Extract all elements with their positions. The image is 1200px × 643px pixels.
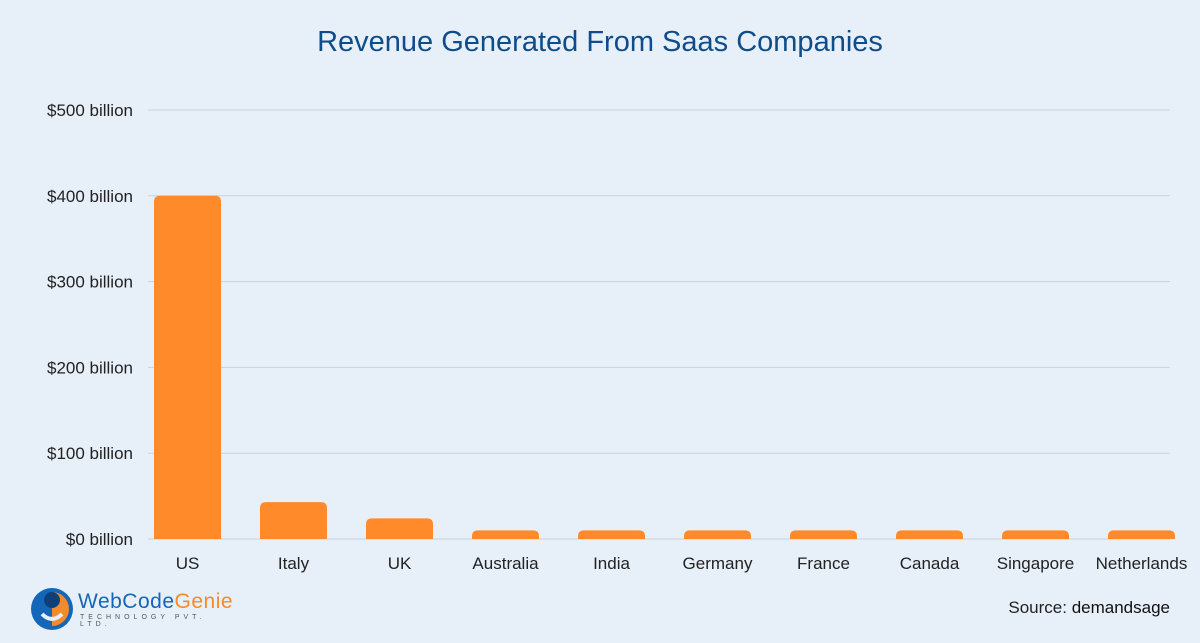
x-tick-label: UK bbox=[388, 554, 412, 573]
bar-australia bbox=[472, 530, 539, 539]
bar-us bbox=[154, 195, 221, 540]
y-tick-label: $200 billion bbox=[47, 358, 133, 377]
x-tick-label: Australia bbox=[472, 554, 539, 573]
y-tick-label: $300 billion bbox=[47, 273, 133, 292]
source-note: Source: demandsage bbox=[1008, 598, 1170, 618]
x-tick-label: Italy bbox=[278, 554, 310, 573]
bar-france bbox=[790, 530, 857, 539]
logo-tagline: TECHNOLOGY PVT. LTD. bbox=[80, 614, 206, 628]
bar-singapore bbox=[1002, 530, 1069, 539]
x-tick-label: Germany bbox=[683, 554, 753, 573]
bar-italy bbox=[260, 502, 327, 539]
webcodegenie-logo: WebCodeGenie TECHNOLOGY PVT. LTD. bbox=[30, 586, 234, 632]
y-tick-label: $100 billion bbox=[47, 444, 133, 463]
x-tick-label: India bbox=[593, 554, 630, 573]
source-label: Source: bbox=[1008, 598, 1067, 617]
y-tick-label: $400 billion bbox=[47, 187, 133, 206]
y-tick-label: $0 billion bbox=[66, 530, 133, 549]
source-value: demandsage bbox=[1071, 598, 1170, 617]
x-tick-label: France bbox=[797, 554, 850, 573]
bar-canada bbox=[896, 530, 963, 539]
logo-name: WebCodeGenie bbox=[78, 590, 234, 613]
bar-india bbox=[578, 530, 645, 539]
bar-uk bbox=[366, 518, 433, 539]
x-tick-label: Netherlands bbox=[1096, 554, 1188, 573]
bar-germany bbox=[684, 530, 751, 539]
bar-netherlands bbox=[1108, 530, 1175, 539]
genie-logo-icon bbox=[31, 588, 73, 630]
x-tick-label: Singapore bbox=[997, 554, 1075, 573]
x-tick-label: Canada bbox=[900, 554, 960, 573]
y-tick-label: $500 billion bbox=[47, 101, 133, 120]
x-tick-label: US bbox=[176, 554, 200, 573]
chart-title: Revenue Generated From Saas Companies bbox=[317, 26, 883, 58]
